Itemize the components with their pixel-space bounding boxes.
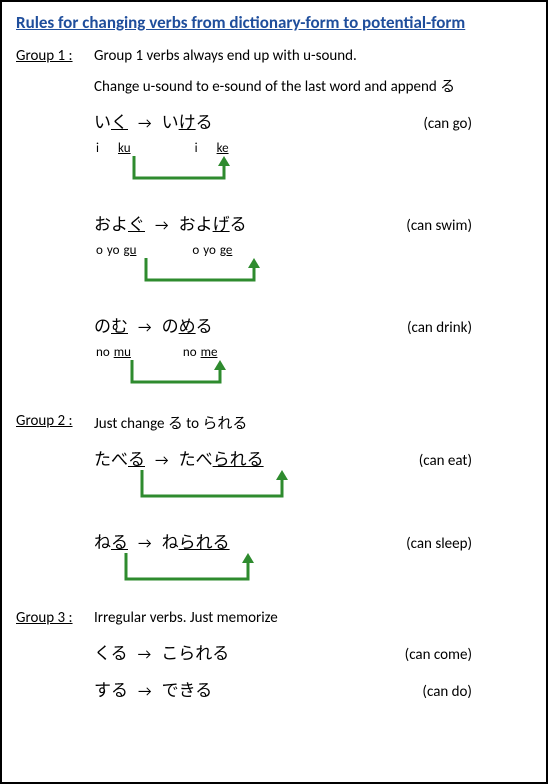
connector-arrow — [94, 470, 532, 508]
arrow-icon: → — [138, 319, 152, 337]
arrow-icon: → — [155, 452, 169, 470]
arrow-icon: → — [138, 646, 152, 664]
connector-arrow — [94, 156, 532, 190]
group-desc: Irregular verbs. Just memorize — [94, 609, 532, 627]
group1-header: Group 1 : Group 1 verbs always end up wi… — [16, 47, 532, 65]
example-row: およぐ → およげる (can swim) o yo gu o yo ge — [16, 208, 532, 300]
arrow-icon: → — [155, 217, 169, 235]
page-title: Rules for changing verbs from dictionary… — [16, 12, 532, 33]
arrow-icon: → — [138, 683, 152, 701]
example-row: いく → いける (can go) i ku i ke — [16, 106, 532, 198]
group1-desc2: Change u-sound to e-sound of the last wo… — [16, 75, 532, 96]
connector-arrow — [94, 360, 532, 394]
arrow-icon: → — [138, 115, 152, 133]
example-row: たべる → たべられる (can eat) — [16, 443, 532, 516]
group3-header: Group 3 : Irregular verbs. Just memorize — [16, 609, 532, 627]
group-label: Group 2 : — [16, 412, 94, 430]
example-row: のむ → のめる (can drink) no mu no me — [16, 310, 532, 402]
romaji-row: i ku i ke — [96, 141, 532, 156]
romaji-row: no mu no me — [96, 345, 532, 360]
example-row: くる → こられる (can come) — [16, 637, 532, 664]
group2-header: Group 2 : Just change る to られる — [16, 412, 532, 433]
connector-arrow — [94, 258, 532, 292]
example-row: する → できる (can do) — [16, 674, 532, 701]
group-desc: Group 1 verbs always end up with u-sound… — [94, 47, 532, 65]
group-desc: Just change る to られる — [94, 412, 532, 433]
page: Rules for changing verbs from dictionary… — [0, 0, 548, 784]
arrow-icon: → — [138, 535, 152, 553]
group-label: Group 3 : — [16, 609, 94, 627]
example-row: ねる → ねられる (can sleep) — [16, 526, 532, 599]
group-label: Group 1 : — [16, 47, 94, 65]
romaji-row: o yo gu o yo ge — [96, 243, 532, 258]
connector-arrow — [94, 553, 532, 591]
